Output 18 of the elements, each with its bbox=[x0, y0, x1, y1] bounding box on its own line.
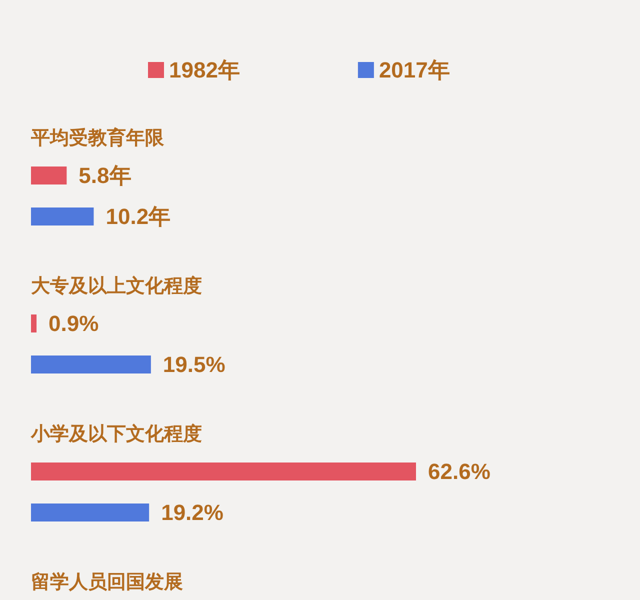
data-label: 19.5% bbox=[162, 352, 226, 378]
data-label: 0.9% bbox=[48, 310, 99, 336]
legend-label: 2017年 bbox=[378, 58, 450, 82]
y-tick-label: 小学及以下文化程度 bbox=[30, 423, 202, 445]
y-tick-label: 大专及以上文化程度 bbox=[31, 275, 202, 297]
data-label: 62.6% bbox=[428, 458, 490, 484]
y-tick-label: 留学人员回国发展 bbox=[31, 572, 183, 593]
y-tick-label: 平均受教育年限 bbox=[30, 127, 165, 149]
data-label: 19.2% bbox=[161, 500, 224, 526]
bar bbox=[31, 356, 151, 374]
bar bbox=[31, 166, 67, 184]
data-label: 10.2年 bbox=[106, 204, 171, 230]
legend-label: 1982年 bbox=[169, 58, 240, 82]
data-label: 5.8年 bbox=[78, 162, 132, 188]
bar bbox=[31, 314, 37, 332]
bar bbox=[31, 504, 150, 522]
bar bbox=[31, 462, 416, 480]
bar bbox=[31, 208, 94, 226]
